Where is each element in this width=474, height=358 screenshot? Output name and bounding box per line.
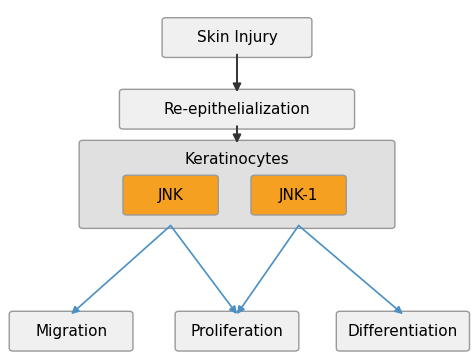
Text: Re-epithelialization: Re-epithelialization xyxy=(164,102,310,117)
FancyBboxPatch shape xyxy=(119,90,355,129)
FancyBboxPatch shape xyxy=(336,311,469,351)
FancyBboxPatch shape xyxy=(79,140,395,228)
FancyBboxPatch shape xyxy=(162,18,312,57)
Text: Proliferation: Proliferation xyxy=(191,324,283,339)
FancyBboxPatch shape xyxy=(123,175,218,215)
FancyBboxPatch shape xyxy=(251,175,346,215)
Text: JNK: JNK xyxy=(158,188,183,203)
FancyBboxPatch shape xyxy=(9,311,133,351)
Text: JNK-1: JNK-1 xyxy=(279,188,319,203)
Text: Migration: Migration xyxy=(35,324,107,339)
Text: Skin Injury: Skin Injury xyxy=(197,30,277,45)
Text: Keratinocytes: Keratinocytes xyxy=(185,152,289,167)
Text: Differentiation: Differentiation xyxy=(348,324,458,339)
FancyBboxPatch shape xyxy=(175,311,299,351)
